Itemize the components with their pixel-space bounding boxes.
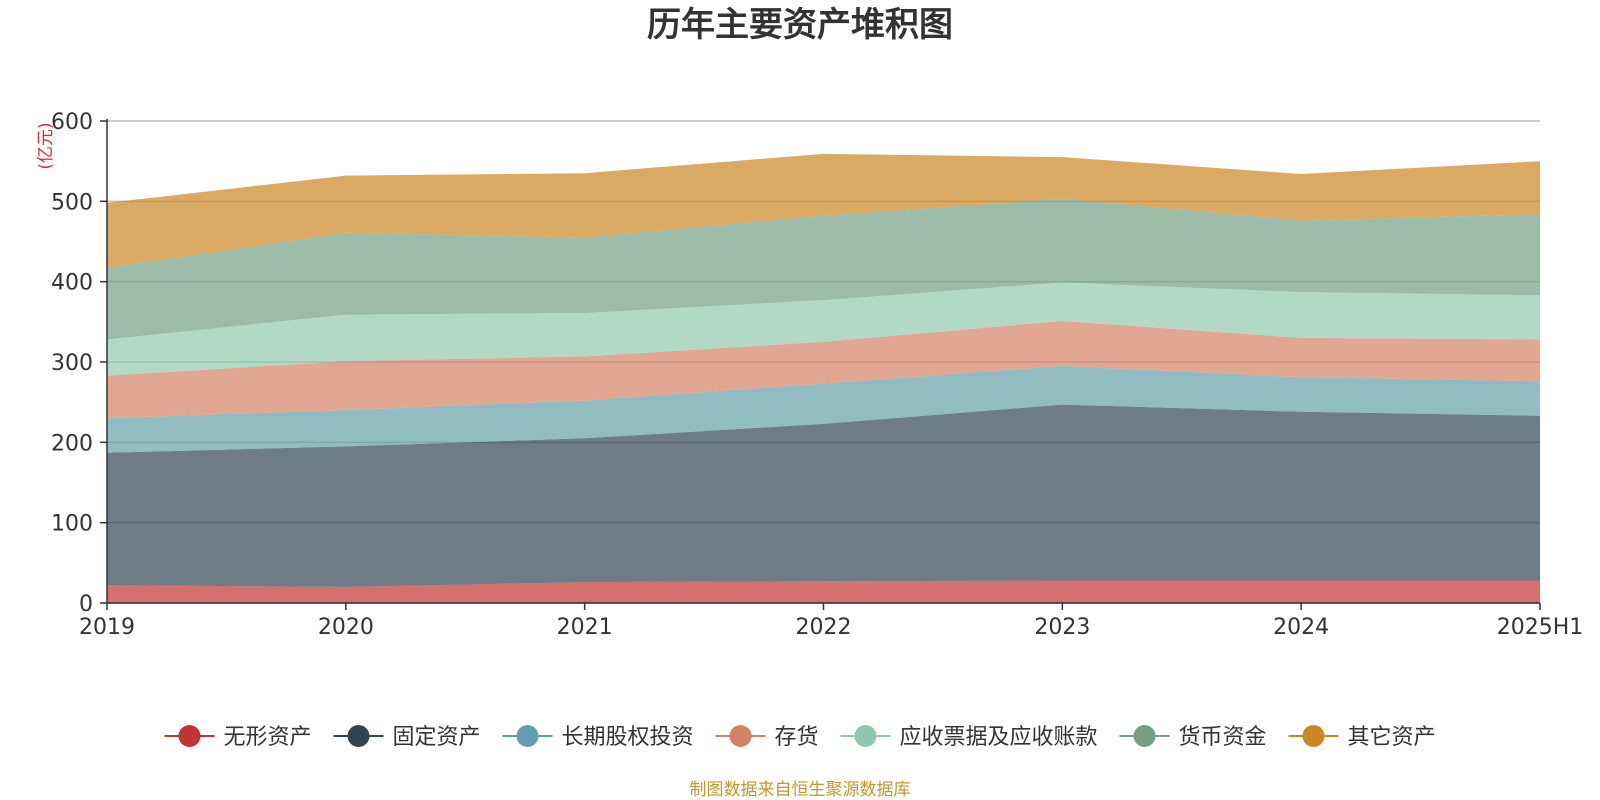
- legend-item-1[interactable]: 无形资产: [164, 725, 312, 750]
- area-series-4: [107, 321, 1540, 419]
- legend-label: 存货: [775, 725, 819, 750]
- area-series-7: [107, 153, 1540, 268]
- legend-marker-symbol: [1302, 725, 1325, 747]
- legend-marker-symbol: [729, 725, 752, 747]
- axes: 0 100 200 300 400 500 600 2019 2020 2021 2022 2023 2…: [51, 110, 1583, 640]
- x-tick-label: 2023: [1034, 615, 1090, 640]
- legend-marker-symbol: [1133, 725, 1156, 747]
- legend-label: 货币资金: [1179, 725, 1267, 750]
- y-tick-label: 400: [51, 271, 93, 296]
- legend-item-7[interactable]: 其它资产: [1288, 725, 1436, 750]
- legend-marker-symbol: [178, 725, 201, 747]
- y-axis-unit: (亿元): [36, 122, 56, 169]
- area-series: [107, 153, 1540, 603]
- x-tick-label: 2021: [557, 615, 613, 640]
- x-tick-label: 2024: [1273, 615, 1329, 640]
- area-series-2: [107, 404, 1540, 587]
- x-tick-label: 2022: [796, 615, 852, 640]
- chart-title: 历年主要资产堆积图: [647, 5, 953, 45]
- legend-label: 应收票据及应收账款: [900, 725, 1098, 750]
- legend-label: 无形资产: [224, 725, 312, 750]
- y-tick-label: 200: [51, 431, 93, 456]
- y-tick-label: 600: [51, 110, 93, 135]
- legend-label: 其它资产: [1348, 725, 1436, 750]
- x-tick-label: 2019: [79, 615, 135, 640]
- legend-item-5[interactable]: 应收票据及应收账款: [840, 725, 1098, 750]
- area-series-1: [107, 580, 1540, 603]
- y-tick-label: 300: [51, 351, 93, 376]
- y-tick-label: 500: [51, 190, 93, 215]
- legend-marker-symbol: [516, 725, 539, 747]
- legend-item-3[interactable]: 长期股权投资: [502, 725, 694, 750]
- legend-label: 长期股权投资: [562, 725, 694, 750]
- legend-item-2[interactable]: 固定资产: [333, 725, 481, 750]
- legend-label: 固定资产: [393, 725, 481, 750]
- legend-item-4[interactable]: 存货: [715, 725, 819, 750]
- area-series-6: [107, 198, 1540, 340]
- legend-marker-symbol: [854, 725, 877, 747]
- area-series-5: [107, 282, 1540, 376]
- y-tick-label: 100: [51, 512, 93, 537]
- area-series-3: [107, 366, 1540, 453]
- x-tick-label: 2020: [318, 615, 374, 640]
- legend: 无形资产 固定资产 长期股权投资 存货 应收票据及应收账款 货币资金 其它资产: [164, 725, 1436, 750]
- data-source-note: 制图数据来自恒生聚源数据库: [690, 780, 911, 800]
- y-tick-label: 0: [79, 592, 93, 617]
- legend-item-6[interactable]: 货币资金: [1119, 725, 1267, 750]
- legend-marker-symbol: [347, 725, 370, 747]
- x-tick-label: 2025H1: [1497, 615, 1584, 640]
